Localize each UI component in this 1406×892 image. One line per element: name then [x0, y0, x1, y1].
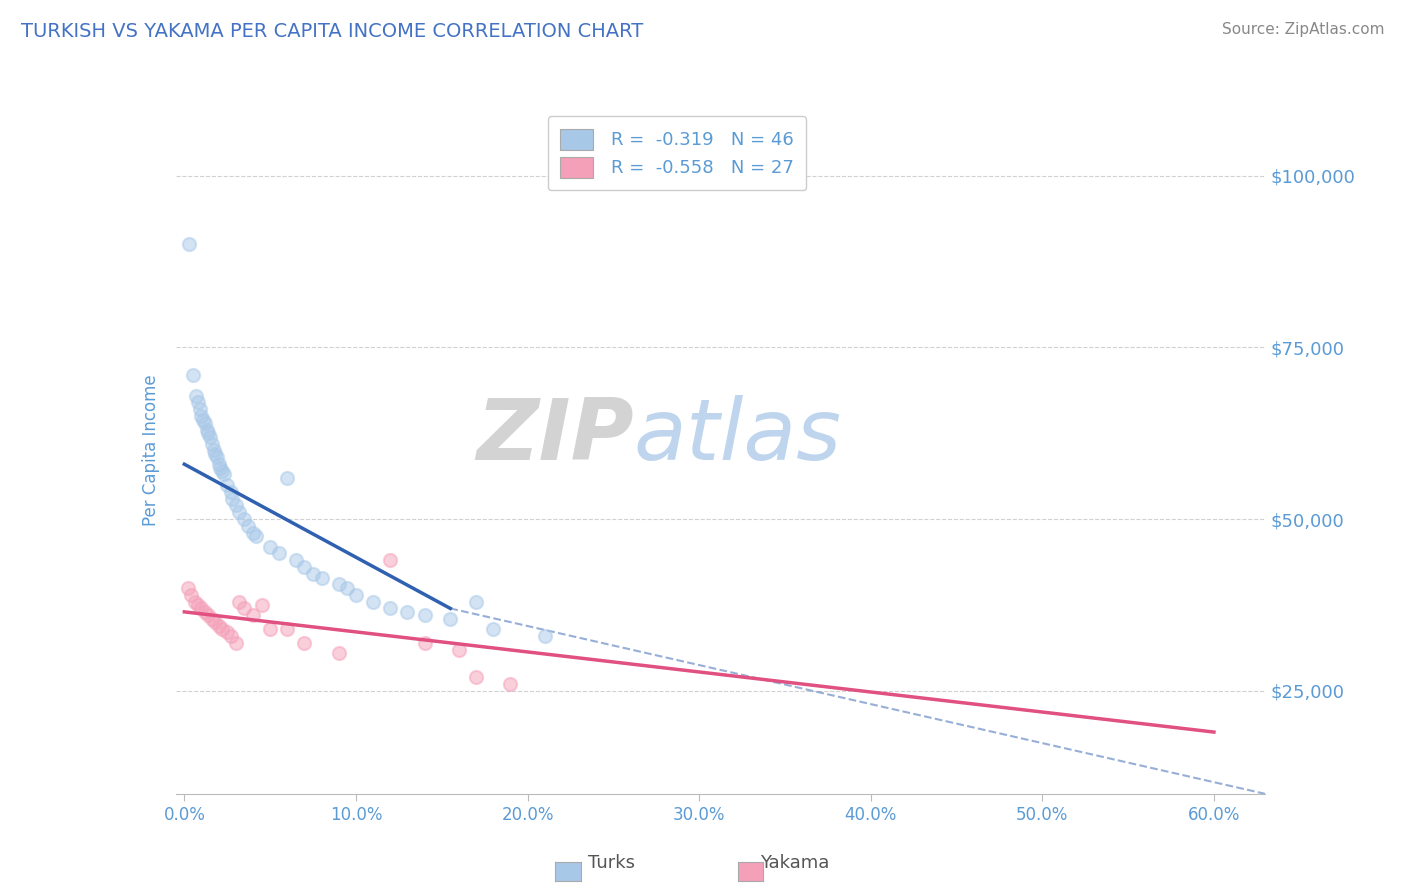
- Text: Source: ZipAtlas.com: Source: ZipAtlas.com: [1222, 22, 1385, 37]
- Point: [250, 598, 273, 612]
- Point: [233, 601, 256, 615]
- Point: [245, 529, 267, 543]
- Point: [205, 450, 228, 465]
- Point: [361, 594, 384, 608]
- Point: [242, 525, 264, 540]
- Y-axis label: Per Capita Income: Per Capita Income: [142, 375, 160, 526]
- Point: [233, 512, 256, 526]
- Point: [188, 402, 211, 417]
- Point: [465, 594, 488, 608]
- Point: [217, 625, 239, 640]
- Point: [311, 570, 333, 584]
- Point: [195, 423, 218, 437]
- Point: [217, 478, 239, 492]
- Point: [219, 629, 242, 643]
- Point: [225, 636, 247, 650]
- Point: [221, 491, 243, 506]
- Point: [208, 618, 231, 632]
- Point: [211, 464, 233, 478]
- Point: [294, 636, 316, 650]
- Point: [225, 499, 247, 513]
- Point: [209, 460, 232, 475]
- Point: [413, 608, 436, 623]
- Point: [219, 484, 242, 499]
- Point: [259, 540, 281, 554]
- Point: [187, 598, 209, 612]
- Point: [181, 368, 204, 382]
- Text: Yakama: Yakama: [759, 855, 830, 872]
- Point: [183, 594, 205, 608]
- Point: [204, 447, 226, 461]
- Point: [208, 457, 231, 471]
- Legend: R =  -0.319   N = 46, R =  -0.558   N = 27: R = -0.319 N = 46, R = -0.558 N = 27: [547, 116, 807, 190]
- Point: [439, 612, 461, 626]
- Text: Turks: Turks: [588, 855, 636, 872]
- Point: [413, 636, 436, 650]
- Point: [180, 588, 202, 602]
- Point: [190, 409, 212, 423]
- Point: [212, 467, 235, 482]
- Point: [193, 412, 215, 426]
- Point: [177, 581, 200, 595]
- Point: [328, 577, 350, 591]
- Point: [499, 677, 522, 691]
- Point: [302, 567, 325, 582]
- Point: [276, 622, 298, 636]
- Point: [294, 560, 316, 574]
- Point: [201, 436, 224, 450]
- Point: [236, 519, 259, 533]
- Point: [179, 237, 201, 252]
- Point: [194, 416, 217, 430]
- Point: [328, 646, 350, 660]
- Point: [380, 601, 402, 615]
- Point: [202, 443, 225, 458]
- Point: [259, 622, 281, 636]
- Point: [276, 471, 298, 485]
- Point: [190, 601, 212, 615]
- Point: [465, 670, 488, 684]
- Point: [197, 608, 219, 623]
- Point: [187, 395, 209, 409]
- Point: [194, 605, 217, 619]
- Point: [204, 615, 226, 630]
- Point: [197, 426, 219, 441]
- Point: [228, 505, 250, 519]
- Point: [211, 622, 233, 636]
- Point: [201, 612, 224, 626]
- Point: [336, 581, 359, 595]
- Point: [186, 388, 208, 402]
- Point: [267, 546, 290, 561]
- Point: [242, 608, 264, 623]
- Point: [228, 594, 250, 608]
- Point: [198, 430, 221, 444]
- Text: ZIP: ZIP: [475, 395, 633, 478]
- Point: [396, 605, 419, 619]
- Point: [380, 553, 402, 567]
- Point: [447, 642, 470, 657]
- Point: [284, 553, 307, 567]
- Point: [482, 622, 505, 636]
- Text: TURKISH VS YAKAMA PER CAPITA INCOME CORRELATION CHART: TURKISH VS YAKAMA PER CAPITA INCOME CORR…: [21, 22, 644, 41]
- Point: [533, 629, 555, 643]
- Text: atlas: atlas: [633, 395, 841, 478]
- Point: [344, 588, 367, 602]
